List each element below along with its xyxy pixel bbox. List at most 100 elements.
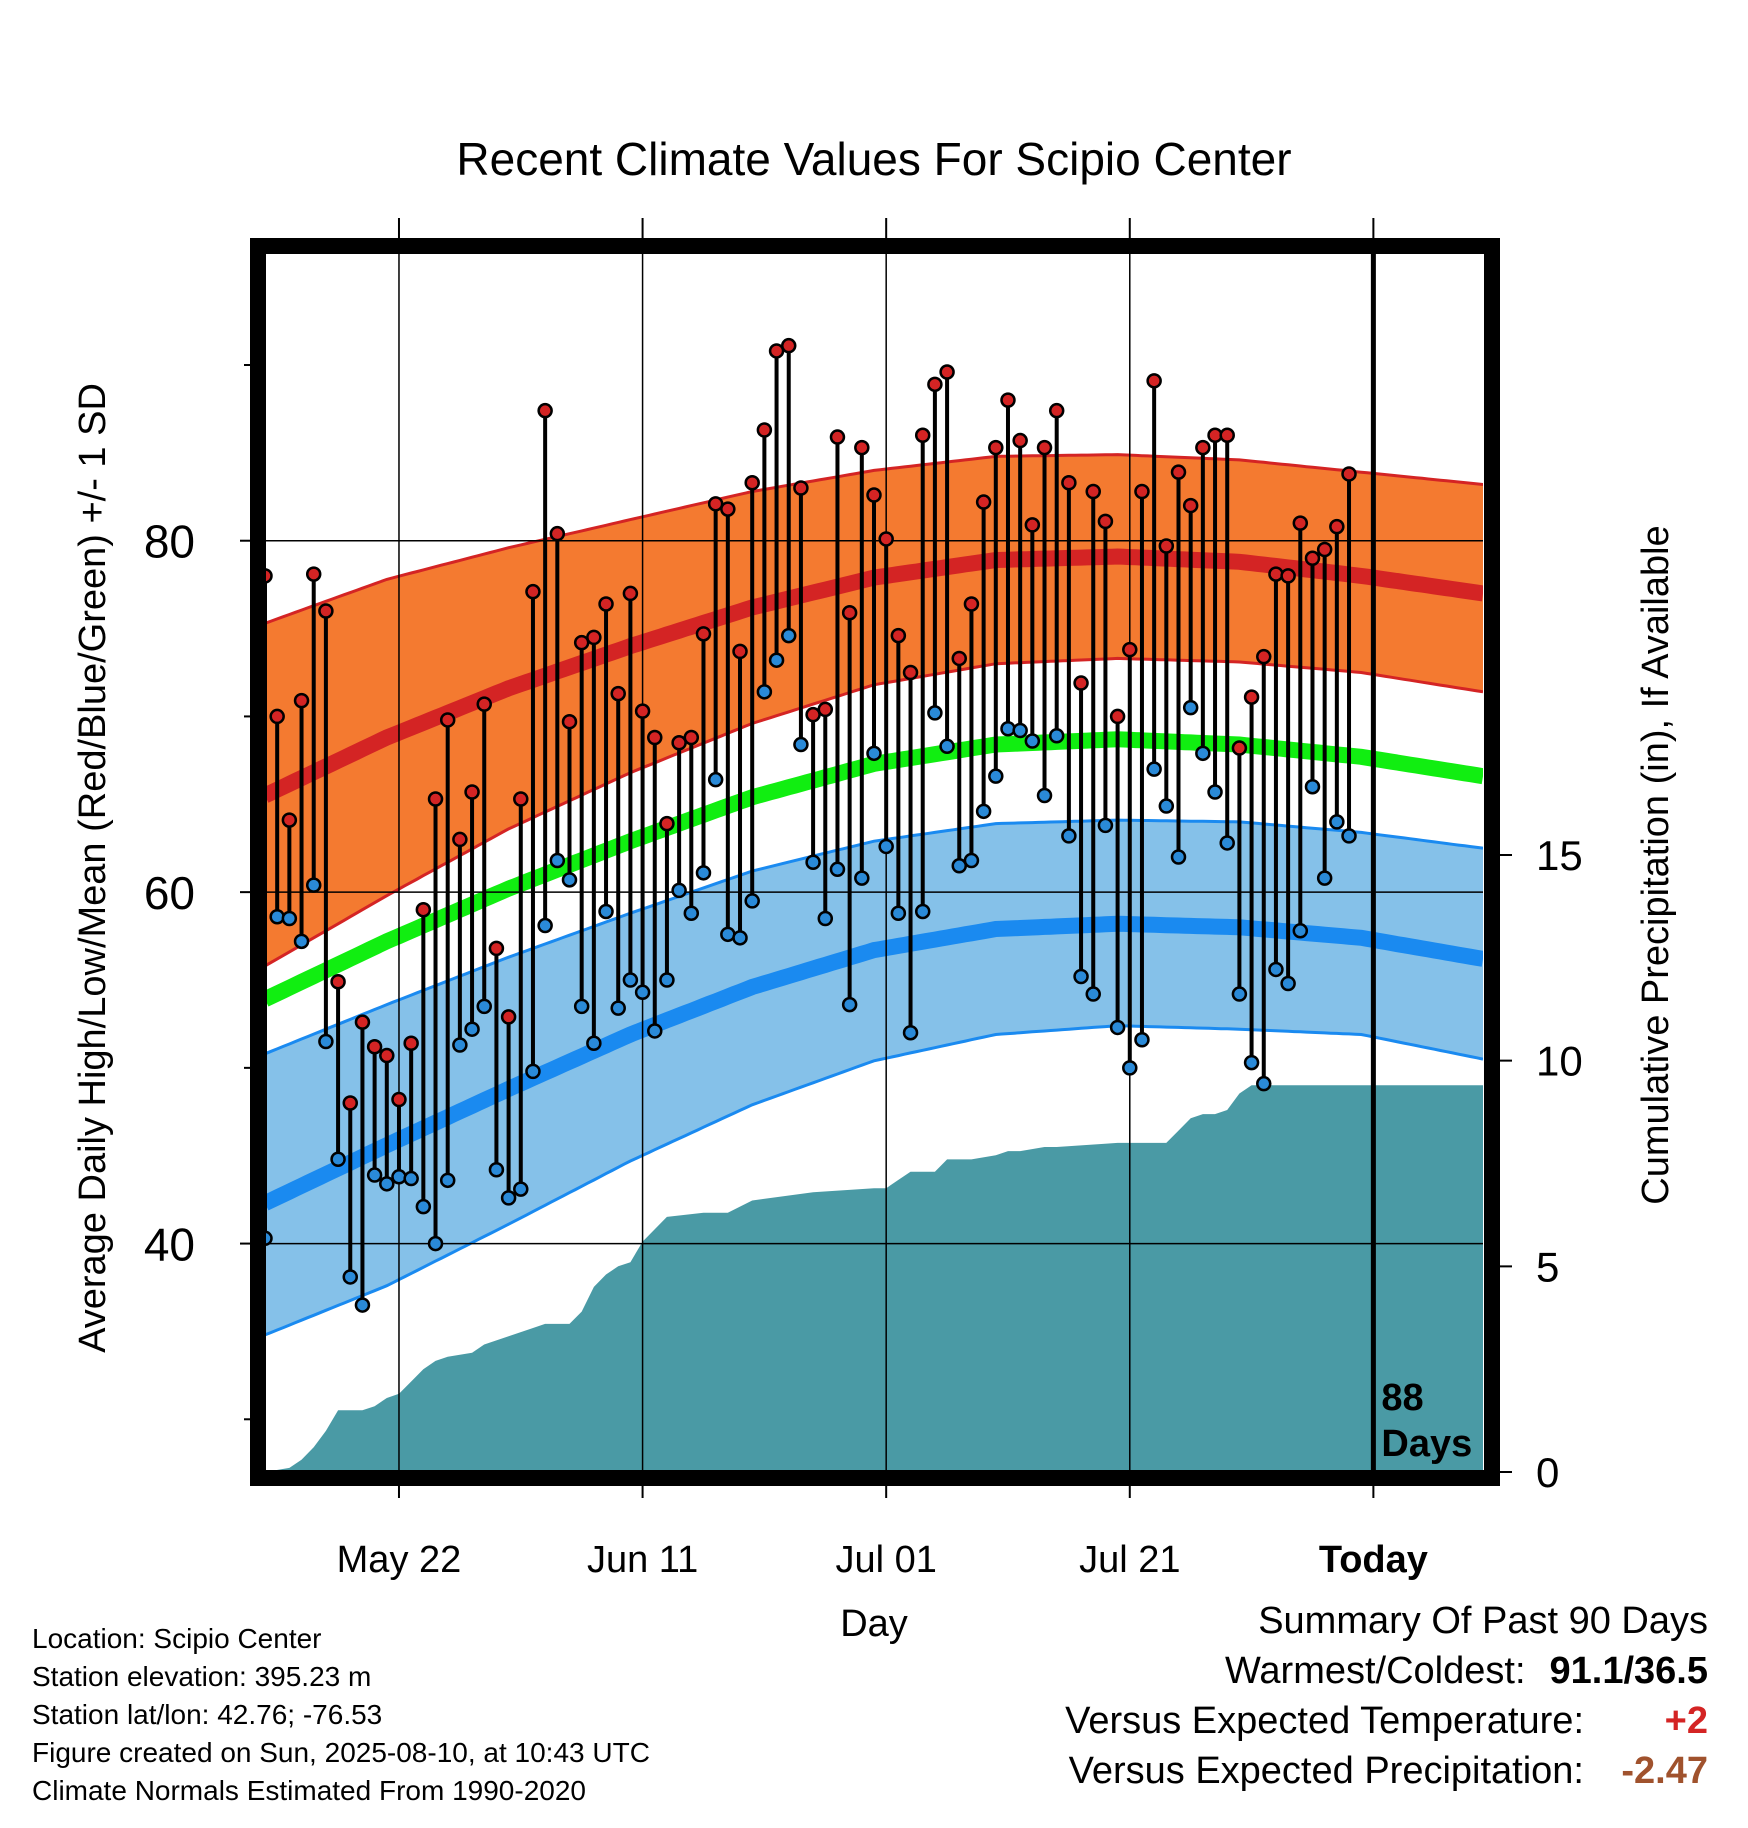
daily-high-point — [780, 337, 797, 354]
daily-low-point — [1292, 923, 1309, 939]
daily-low-point — [342, 1269, 359, 1285]
daily-low-point — [305, 877, 322, 893]
daily-high-point — [293, 692, 310, 709]
x-tick-label: Jul 01 — [835, 1539, 936, 1581]
x-tick-label: Today — [1319, 1539, 1428, 1581]
daily-high-point — [586, 629, 602, 646]
summary-precip-row: Versus Expected Precipitation: -2.47 — [1065, 1750, 1708, 1800]
daily-high-point — [1231, 740, 1248, 756]
daily-high-point — [854, 439, 870, 456]
daily-low-point — [1231, 986, 1248, 1002]
daily-high-point — [366, 1039, 383, 1055]
chart-title: Recent Climate Values For Scipio Center — [456, 133, 1291, 185]
daily-low-point — [1304, 778, 1321, 795]
daily-low-point — [1122, 1060, 1138, 1076]
daily-high-point — [659, 815, 675, 832]
daily-low-point — [586, 1035, 602, 1052]
plot-frame — [250, 238, 1500, 1486]
daily-high-point — [1158, 538, 1175, 554]
daily-low-point — [391, 1169, 407, 1185]
plot-area — [265, 242, 1483, 1472]
daily-low-point — [293, 933, 310, 950]
daily-low-point — [1146, 761, 1162, 777]
daily-high-point — [1243, 689, 1260, 705]
daily-high-point — [744, 474, 760, 491]
daily-high-point — [391, 1091, 407, 1108]
info-normals: Climate Normals Estimated From 1990-2020 — [32, 1775, 586, 1806]
daily-low-point — [1195, 745, 1211, 762]
daily-low-point — [647, 1023, 663, 1039]
daily-low-point — [1134, 1031, 1150, 1048]
info-created: Figure created on Sun, 2025-08-10, at 10… — [32, 1737, 650, 1768]
daily-high-point — [793, 480, 809, 496]
daily-low-point — [354, 1297, 371, 1313]
daily-low-point — [1097, 817, 1114, 834]
daily-high-point — [354, 1014, 371, 1030]
daily-low-point — [1158, 798, 1175, 814]
x-tick-label: May 22 — [337, 1539, 462, 1581]
info-latlon: Station lat/lon: 42.76; -76.53 — [32, 1699, 383, 1730]
daily-high-point — [537, 402, 553, 419]
daily-high-point — [561, 713, 578, 730]
daily-low-point — [1109, 1019, 1126, 1036]
daily-high-point — [1304, 550, 1321, 567]
daily-low-point — [513, 1181, 529, 1197]
daily-high-point — [525, 583, 541, 600]
high-sd-upper-edge — [265, 453, 1483, 625]
daily-low-point — [1012, 722, 1028, 739]
daily-high-point — [622, 585, 639, 602]
daily-low-point — [379, 1176, 395, 1192]
daily-high-point — [342, 1095, 359, 1111]
daily-high-point — [1195, 439, 1211, 456]
daily-high-point — [647, 729, 663, 746]
daily-high-point — [427, 791, 444, 807]
daily-high-point — [488, 940, 505, 957]
today-days-label: 88 — [1381, 1377, 1423, 1419]
daily-low-point — [1000, 720, 1016, 737]
daily-low-point — [1207, 784, 1223, 800]
daily-high-point — [330, 974, 346, 990]
daily-low-point — [878, 838, 894, 855]
daily-high-point — [1292, 515, 1309, 531]
daily-high-point — [866, 487, 882, 503]
daily-high-point — [1256, 648, 1272, 665]
summary-temp-row: Versus Expected Temperature: +2 — [1065, 1700, 1708, 1750]
daily-low-point — [768, 652, 785, 668]
y-tick-label: 60 — [144, 867, 195, 919]
precip-area — [265, 1085, 1483, 1472]
daily-low-point — [330, 1151, 346, 1167]
daily-high-point — [1000, 392, 1016, 408]
daily-low-point — [1073, 968, 1089, 985]
daily-low-point — [963, 852, 980, 869]
daily-high-point — [720, 501, 736, 517]
daily-low-point — [561, 872, 578, 888]
daily-low-point — [476, 998, 492, 1015]
daily-low-point — [683, 905, 700, 921]
daily-low-point — [1329, 814, 1345, 830]
daily-high-point — [305, 566, 322, 582]
y2-tick-label: 5 — [1536, 1243, 1559, 1290]
station-info: Location: Scipio Center Station elevatio… — [32, 1620, 650, 1810]
y2-tick-label: 15 — [1536, 832, 1583, 879]
daily-low-point — [732, 930, 748, 946]
daily-low-point — [1085, 986, 1101, 1002]
daily-high-point — [1048, 402, 1065, 419]
daily-high-point — [452, 831, 468, 848]
x-axis-label: Day — [840, 1603, 908, 1645]
daily-low-point — [902, 1024, 919, 1041]
daily-high-point — [1316, 541, 1333, 558]
daily-high-point — [878, 531, 894, 547]
daily-low-point — [1268, 961, 1284, 978]
daily-high-point — [1182, 497, 1199, 514]
daily-high-point — [963, 596, 980, 612]
daily-low-point — [573, 998, 590, 1015]
daily-high-point — [1097, 513, 1114, 530]
daily-high-point — [318, 603, 334, 619]
daily-high-point — [1170, 464, 1187, 480]
daily-high-point — [403, 1035, 419, 1052]
daily-high-point — [695, 626, 712, 642]
daily-low-point — [756, 684, 773, 700]
daily-low-point — [265, 1230, 273, 1247]
